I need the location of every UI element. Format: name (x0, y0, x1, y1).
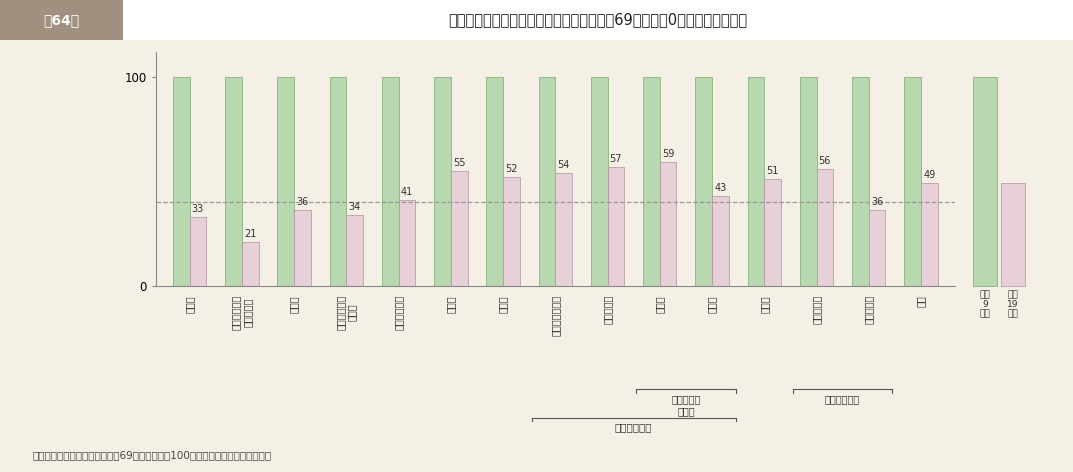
Bar (817, 169, 834, 286)
Bar (241, 242, 259, 286)
Text: 51: 51 (766, 166, 779, 176)
Text: 34: 34 (349, 202, 361, 211)
Text: 道路橋りょう費: 道路橋りょう費 (550, 295, 560, 336)
Text: 教育費: 教育費 (760, 295, 769, 312)
Bar (398, 200, 415, 286)
Bar (921, 183, 938, 286)
Bar (382, 77, 398, 286)
Text: 商工費: 商工費 (445, 295, 456, 312)
Text: 36: 36 (871, 197, 883, 207)
Text: 57: 57 (609, 153, 622, 163)
Bar (294, 211, 311, 286)
Text: 49: 49 (923, 170, 936, 180)
Bar (905, 77, 921, 286)
Bar (503, 177, 519, 286)
Text: 59: 59 (662, 149, 674, 160)
Text: 普通建設事業費の目的別内訳の状況（平成69年度と平0９年度との比較）: 普通建設事業費の目的別内訳の状況（平成69年度と平0９年度との比較） (449, 13, 747, 27)
Bar (225, 77, 241, 286)
Text: 55: 55 (453, 158, 466, 168)
Bar (190, 217, 206, 286)
Text: 農林水産業費: 農林水産業費 (394, 295, 403, 330)
Text: 33: 33 (192, 203, 204, 214)
Text: 合計: 合計 (916, 295, 926, 307)
Text: 教育費のうち: 教育費のうち (825, 394, 861, 404)
Bar (123, 0, 1073, 40)
Bar (591, 77, 607, 286)
Text: （注）　数値は、各項目の平成69年度の数値を100として算出した指数である。: （注） 数値は、各項目の平成69年度の数値を100として算出した指数である。 (32, 450, 271, 460)
Text: 平成
9
年度: 平成 9 年度 (980, 290, 990, 319)
Bar (607, 167, 624, 286)
Text: 平成
19
年度: 平成 19 年度 (1008, 290, 1018, 319)
Text: 筤64図: 筤64図 (43, 13, 79, 27)
Bar (277, 77, 294, 286)
Text: 54: 54 (558, 160, 570, 170)
Text: 56: 56 (819, 156, 832, 166)
Bar (329, 77, 347, 286)
Bar (799, 77, 817, 286)
Text: 高等学校費: 高等学校費 (811, 295, 822, 324)
Bar (486, 77, 503, 286)
Text: 土木費: 土木費 (498, 295, 508, 312)
Bar (869, 211, 885, 286)
Text: 衛生費のうち
清掃費: 衛生費のうち 清掃費 (336, 295, 357, 330)
Text: 民生費のうち
老人福祉費: 民生費のうち 老人福祉費 (231, 295, 252, 330)
Bar (852, 77, 869, 286)
Text: 21: 21 (244, 228, 256, 239)
Text: 43: 43 (715, 183, 726, 193)
Bar (435, 77, 451, 286)
Text: 公園費: 公園費 (707, 295, 717, 312)
Text: 52: 52 (505, 164, 517, 174)
Bar (451, 171, 468, 286)
Text: 民生費: 民生費 (185, 295, 194, 312)
Text: 街路費: 街路費 (655, 295, 665, 312)
Bar (748, 77, 764, 286)
Bar (347, 215, 363, 286)
Bar (539, 77, 556, 286)
Bar (695, 77, 712, 286)
Text: 衛生費: 衛生費 (289, 295, 299, 312)
Text: 土木費のうち: 土木費のうち (615, 422, 652, 432)
Text: 41: 41 (401, 187, 413, 197)
Bar (660, 162, 676, 286)
Bar (643, 77, 660, 286)
Bar (173, 77, 190, 286)
Bar (712, 196, 729, 286)
Text: 都市計画費
のうち: 都市計画費 のうち (672, 394, 701, 416)
Bar (0, 0, 123, 40)
Text: 36: 36 (296, 197, 309, 207)
Text: 社会教育費: 社会教育費 (864, 295, 873, 324)
Text: 都市計画費: 都市計画費 (603, 295, 613, 324)
Bar (764, 179, 781, 286)
Bar (556, 173, 572, 286)
